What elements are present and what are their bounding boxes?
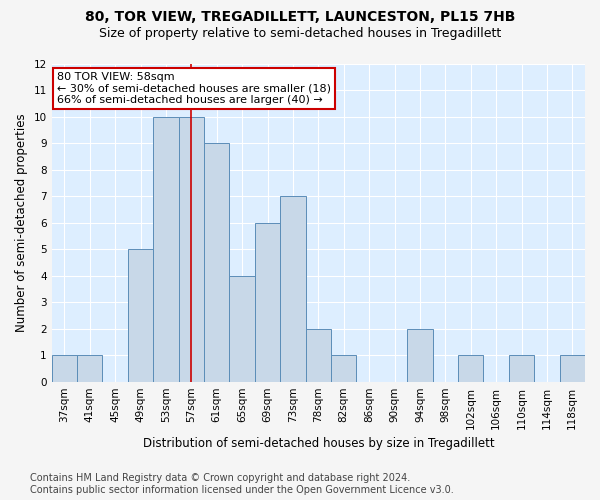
Bar <box>458 355 484 382</box>
Bar <box>255 223 280 382</box>
Text: 80 TOR VIEW: 58sqm
← 30% of semi-detached houses are smaller (18)
66% of semi-de: 80 TOR VIEW: 58sqm ← 30% of semi-detache… <box>57 72 331 105</box>
Bar <box>204 144 229 382</box>
Text: Contains HM Land Registry data © Crown copyright and database right 2024.
Contai: Contains HM Land Registry data © Crown c… <box>30 474 454 495</box>
Bar <box>52 355 77 382</box>
Bar <box>509 355 534 382</box>
Bar <box>179 117 204 382</box>
Y-axis label: Number of semi-detached properties: Number of semi-detached properties <box>15 114 28 332</box>
Bar <box>280 196 305 382</box>
Bar <box>128 250 153 382</box>
Bar <box>153 117 179 382</box>
Bar <box>331 355 356 382</box>
Text: 80, TOR VIEW, TREGADILLETT, LAUNCESTON, PL15 7HB: 80, TOR VIEW, TREGADILLETT, LAUNCESTON, … <box>85 10 515 24</box>
Bar <box>560 355 585 382</box>
Bar <box>407 328 433 382</box>
X-axis label: Distribution of semi-detached houses by size in Tregadillett: Distribution of semi-detached houses by … <box>143 437 494 450</box>
Text: Size of property relative to semi-detached houses in Tregadillett: Size of property relative to semi-detach… <box>99 28 501 40</box>
Bar <box>77 355 103 382</box>
Bar <box>305 328 331 382</box>
Bar <box>229 276 255 382</box>
